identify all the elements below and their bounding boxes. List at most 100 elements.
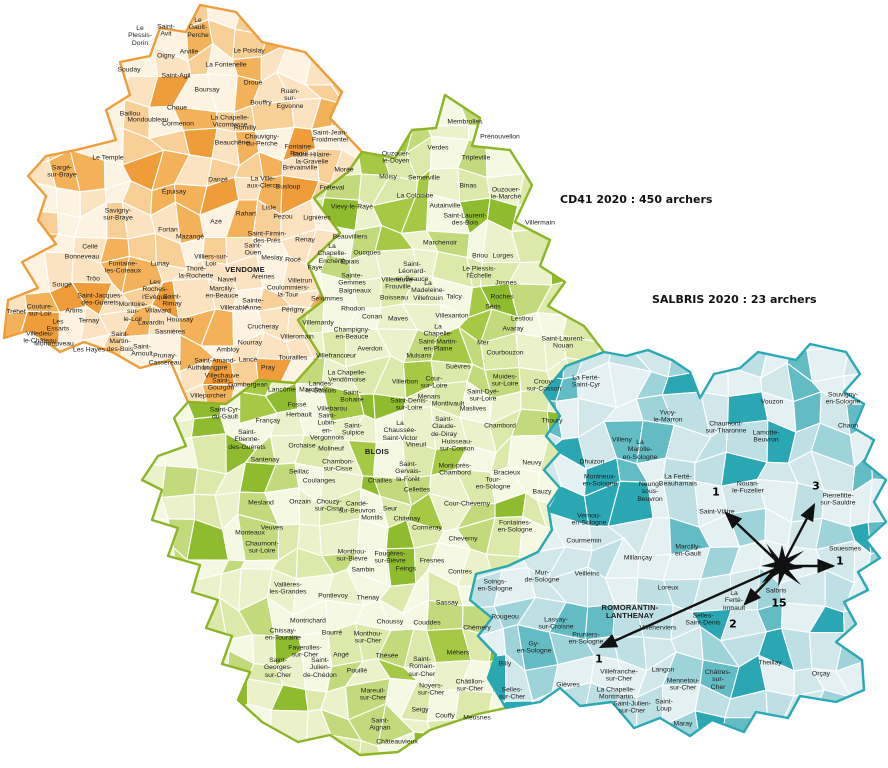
commune-cell <box>355 44 362 85</box>
commune-cell <box>309 5 335 31</box>
commune-cell <box>631 737 655 768</box>
commune-cell <box>864 398 886 428</box>
commune-cell <box>561 141 600 180</box>
commune-cell <box>18 444 53 462</box>
commune-cell <box>727 391 769 426</box>
commune-cell <box>0 186 2 206</box>
commune-cell <box>43 393 79 404</box>
commune-cell <box>355 739 387 755</box>
commune-cell <box>394 20 420 59</box>
commune-cell <box>809 744 854 768</box>
commune-cell <box>142 733 149 755</box>
commune-cell <box>506 720 549 748</box>
commune-cell <box>692 344 729 374</box>
commune-cell <box>142 650 145 687</box>
commune-cell <box>431 744 460 768</box>
commune-cell <box>31 5 51 9</box>
commune-cell <box>373 95 415 127</box>
commune-cell <box>142 366 150 396</box>
transfer-arrow <box>598 564 783 649</box>
commune-cell <box>23 5 55 36</box>
commune-cell <box>750 744 780 768</box>
commune-cell <box>165 656 195 688</box>
commune-cell <box>871 654 886 693</box>
commune-cell <box>646 223 689 263</box>
commune-cell <box>43 5 81 9</box>
commune-cell <box>555 711 586 736</box>
commune-cell <box>206 0 243 4</box>
commune-cell <box>587 280 604 311</box>
commune-cell <box>580 756 612 768</box>
commune-cell <box>619 223 661 263</box>
commune-cell <box>4 76 35 109</box>
commune-cell <box>591 222 604 250</box>
commune-cell <box>518 95 552 102</box>
commune-cell <box>537 764 576 768</box>
commune-cell <box>646 251 682 290</box>
commune-cell <box>568 95 604 117</box>
commune-cell <box>101 98 126 130</box>
commune-cell <box>845 403 884 437</box>
commune-cell <box>721 717 769 736</box>
commune-cell <box>385 547 417 587</box>
commune-cell <box>565 708 604 738</box>
commune-cell <box>0 200 2 240</box>
commune-cell <box>78 411 114 450</box>
commune-cell <box>142 444 145 466</box>
commune-cell <box>75 393 107 404</box>
commune-cell <box>866 565 886 612</box>
commune-cell <box>142 706 174 735</box>
commune-cell <box>69 5 105 9</box>
commune-cell <box>111 762 145 768</box>
commune-cell <box>848 344 879 350</box>
transfer-arrow <box>780 502 816 567</box>
commune-cell <box>346 95 378 128</box>
commune-cell <box>142 462 145 499</box>
commune-cell <box>240 731 271 755</box>
commune-cell <box>142 636 146 653</box>
commune-cell <box>142 413 168 447</box>
commune-cell <box>109 442 127 473</box>
commune-cell <box>76 47 109 84</box>
commune-cell <box>568 111 604 153</box>
commune-cell <box>722 739 767 768</box>
commune-cell <box>491 711 521 736</box>
commune-cell <box>523 147 545 175</box>
commune-cell <box>651 302 679 340</box>
commune-cell <box>69 5 105 35</box>
commune-cell <box>810 718 843 736</box>
commune-cell <box>0 98 1 140</box>
commune-cell <box>842 371 886 405</box>
commune-cell <box>374 57 414 94</box>
commune-cell <box>412 0 446 3</box>
commune-cell <box>4 5 34 8</box>
commune-cell <box>142 703 149 736</box>
commune-cell <box>276 5 315 30</box>
commune-cell <box>455 60 492 92</box>
commune-cell <box>258 5 286 7</box>
commune-cell <box>49 5 76 28</box>
commune-cell <box>93 24 127 55</box>
commune-cell <box>142 571 177 611</box>
commune-cell <box>142 552 148 586</box>
commune-cell <box>517 725 567 736</box>
commune-cell <box>0 416 26 449</box>
commune-cell <box>488 95 525 102</box>
commune-cell <box>667 344 703 378</box>
commune-cell <box>4 131 32 166</box>
commune-cell <box>413 95 431 128</box>
commune-cell <box>570 61 602 85</box>
commune-cell <box>549 756 581 768</box>
commune-cell <box>42 70 84 110</box>
commune-cell <box>4 153 32 187</box>
commune-cell <box>628 762 655 768</box>
commune-cell <box>148 5 188 29</box>
commune-cell <box>599 246 604 289</box>
commune-cell <box>518 756 556 768</box>
commune-cell <box>593 137 604 181</box>
commune-cell <box>409 763 445 768</box>
commune-cell <box>492 95 520 130</box>
commune-cell <box>537 148 575 176</box>
commune-cell <box>4 50 6 78</box>
commune-cell <box>535 730 577 755</box>
